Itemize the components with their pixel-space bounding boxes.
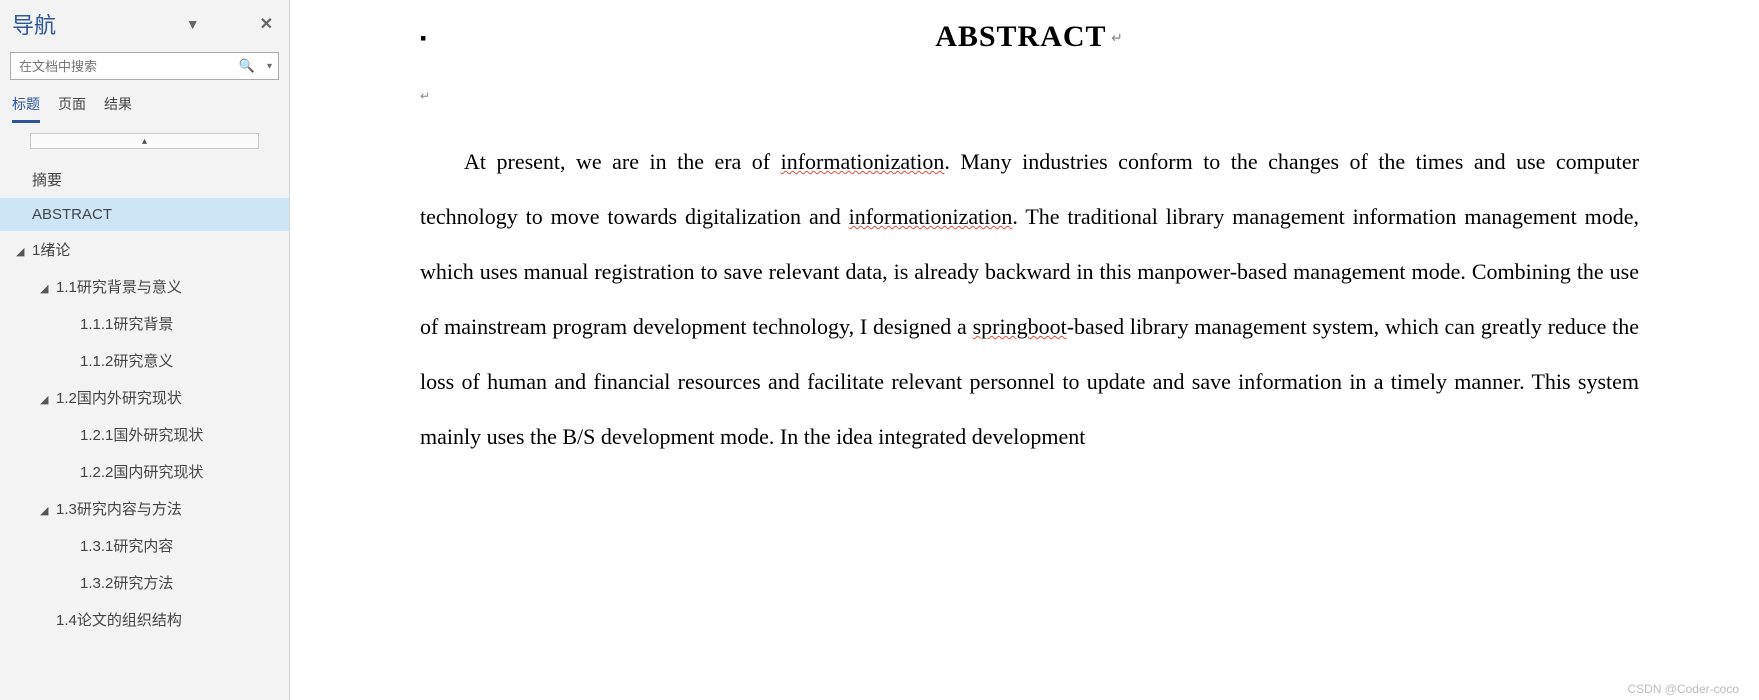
outline-item-1-1[interactable]: ◢ 1.1研究背景与意义: [0, 268, 289, 305]
panel-options-icon[interactable]: ▼: [182, 14, 204, 34]
outline-item-abstract-en[interactable]: ABSTRACT: [0, 198, 289, 231]
expand-icon[interactable]: ◢: [40, 393, 52, 406]
outline-label: 1.2国内外研究现状: [56, 390, 182, 407]
outline-item-1-2[interactable]: ◢ 1.2国内外研究现状: [0, 379, 289, 416]
expand-icon[interactable]: ◢: [40, 282, 52, 295]
tab-results[interactable]: 结果: [104, 94, 132, 123]
outline-label: 1.1研究背景与意义: [56, 279, 182, 296]
body-text: At present, we are in the era of: [464, 149, 781, 174]
outline-item-1-3-2[interactable]: 1.3.2研究方法: [0, 564, 289, 601]
tab-headings[interactable]: 标题: [12, 94, 40, 123]
outline-item-1-2-2[interactable]: 1.2.2国内研究现状: [0, 453, 289, 490]
search-dropdown-icon[interactable]: ▾: [261, 61, 278, 72]
expand-icon[interactable]: ◢: [16, 245, 28, 258]
nav-header: 导航 ▼ ✕: [0, 8, 289, 48]
spell-error-word[interactable]: springboot: [973, 314, 1067, 339]
nav-title: 导航: [12, 8, 56, 40]
collapse-all-button[interactable]: ▴: [30, 133, 259, 149]
title-text: ABSTRACT: [935, 20, 1106, 53]
document-paragraph[interactable]: At present, we are in the era of informa…: [420, 134, 1639, 464]
tab-pages[interactable]: 页面: [58, 94, 86, 123]
document-title: ABSTRACT ↵: [420, 20, 1639, 54]
search-box: 🔍 ▾: [10, 52, 279, 80]
outline-label: 1.3研究内容与方法: [56, 501, 182, 518]
document-area[interactable]: ▪ ABSTRACT ↵ ↵ At present, we are in the…: [290, 0, 1759, 700]
spell-error-word[interactable]: informationization: [781, 149, 945, 174]
nav-tabs: 标题 页面 结果: [0, 88, 289, 123]
outline-label: 1绪论: [32, 242, 70, 259]
search-icon[interactable]: 🔍: [233, 58, 261, 74]
paragraph-mark-icon: ▪: [420, 28, 426, 49]
outline-item-1-2-1[interactable]: 1.2.1国外研究现状: [0, 416, 289, 453]
spell-error-word[interactable]: informationization: [849, 204, 1013, 229]
return-mark-icon: ↵: [420, 89, 1639, 104]
close-panel-icon[interactable]: ✕: [256, 12, 277, 36]
outline-item-abstract-cn[interactable]: 摘要: [0, 161, 289, 198]
return-mark-icon: ↵: [1107, 32, 1124, 47]
watermark: CSDN @Coder-coco: [1627, 682, 1739, 696]
search-input[interactable]: [11, 59, 233, 74]
outline-item-1-4[interactable]: 1.4论文的组织结构: [0, 601, 289, 638]
outline-item-ch1[interactable]: ◢ 1绪论: [0, 231, 289, 268]
expand-icon[interactable]: ◢: [40, 504, 52, 517]
outline-item-1-3[interactable]: ◢ 1.3研究内容与方法: [0, 490, 289, 527]
navigation-panel: 导航 ▼ ✕ 🔍 ▾ 标题 页面 结果 ▴ 摘要 ABSTRACT ◢ 1绪论 ◢…: [0, 0, 290, 700]
outline-item-1-3-1[interactable]: 1.3.1研究内容: [0, 527, 289, 564]
outline-item-1-1-1[interactable]: 1.1.1研究背景: [0, 305, 289, 342]
outline-item-1-1-2[interactable]: 1.1.2研究意义: [0, 342, 289, 379]
outline-tree: 摘要 ABSTRACT ◢ 1绪论 ◢ 1.1研究背景与意义 1.1.1研究背景 1…: [0, 155, 289, 644]
nav-header-controls: ▼ ✕: [182, 12, 277, 36]
